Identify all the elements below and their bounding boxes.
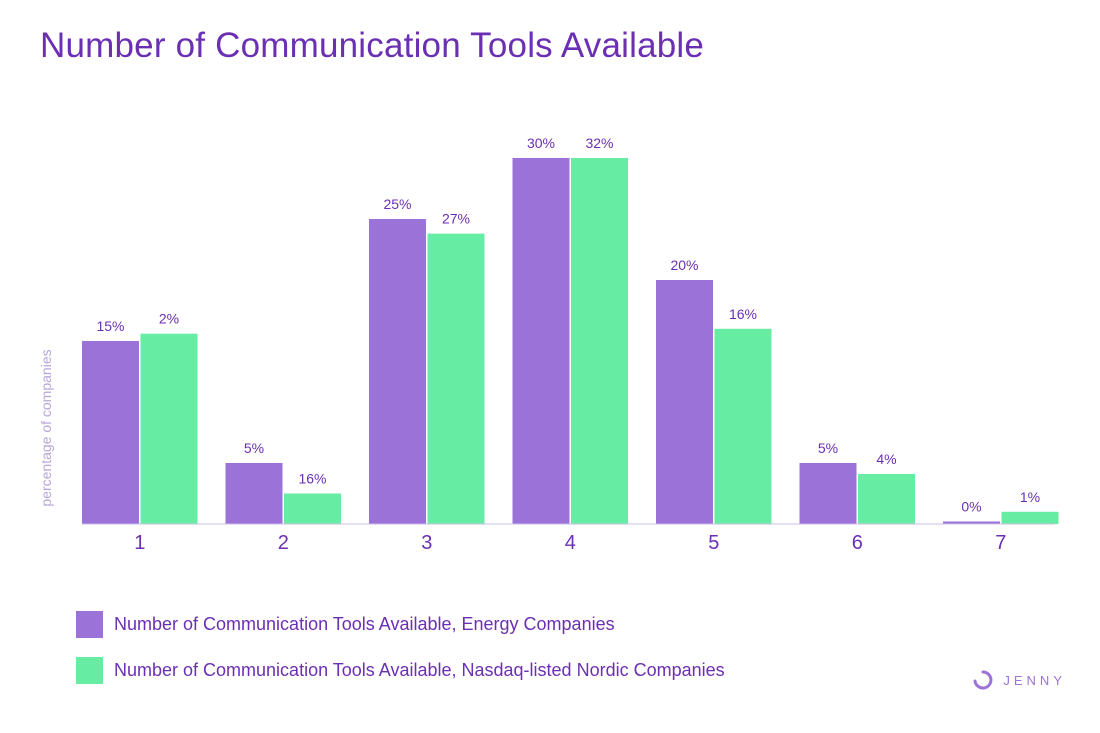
brand-name: JENNY [1003, 672, 1066, 688]
bar-nasdaq-7 [1001, 511, 1059, 524]
bar-nasdaq-6 [858, 473, 915, 524]
legend-item-nasdaq: Number of Communication Tools Available,… [76, 657, 725, 684]
legend-swatch-nasdaq [76, 657, 103, 684]
x-tick-label-6: 6 [852, 532, 863, 554]
data-label-energy-6: 5% [818, 440, 838, 456]
data-label-nasdaq-3: 27% [442, 211, 470, 227]
data-label-nasdaq-4: 32% [585, 135, 613, 151]
bar-energy-5 [656, 280, 713, 524]
data-label-energy-1: 15% [96, 318, 124, 334]
legend-swatch-energy [76, 611, 103, 638]
bar-nasdaq-1 [140, 333, 198, 524]
bar-nasdaq-3 [427, 233, 485, 524]
brand-logo: JENNY [971, 669, 1066, 691]
bar-nasdaq-4 [571, 158, 628, 524]
bars-group: 15% 2% 5% 16% 25% 27% 30% 32% 20% 16% 5% 4% 0% 1% [82, 135, 1059, 524]
bar-energy-4 [512, 158, 570, 524]
x-tick-label-5: 5 [708, 532, 719, 554]
bar-nasdaq-5 [714, 328, 772, 524]
bar-energy-3 [369, 219, 426, 524]
bar-energy-6 [799, 463, 857, 524]
data-label-energy-4: 30% [527, 135, 555, 151]
data-label-nasdaq-7: 1% [1020, 489, 1040, 505]
legend-item-energy: Number of Communication Tools Available,… [76, 611, 615, 638]
legend-label-nasdaq: Number of Communication Tools Available,… [114, 660, 725, 680]
legend-label-energy: Number of Communication Tools Available,… [114, 614, 615, 634]
x-tick-label-2: 2 [278, 532, 289, 554]
bar-energy-2 [225, 463, 283, 524]
jenny-logo-icon [971, 669, 993, 691]
bar-energy-7 [943, 521, 1000, 524]
data-label-nasdaq-1: 2% [159, 311, 179, 327]
data-label-energy-5: 20% [670, 257, 698, 273]
x-tick-label-3: 3 [421, 532, 432, 554]
data-label-nasdaq-6: 4% [876, 451, 896, 467]
x-tick-label-1: 1 [134, 532, 145, 554]
bar-nasdaq-2 [284, 493, 341, 524]
bar-energy-1 [82, 341, 139, 524]
x-tick-labels: 1 2 3 4 5 6 7 [134, 532, 1006, 554]
data-label-nasdaq-5: 16% [729, 306, 757, 322]
data-label-nasdaq-2: 16% [298, 471, 326, 487]
x-tick-label-4: 4 [565, 532, 576, 554]
x-tick-label-7: 7 [995, 532, 1006, 554]
data-label-energy-2: 5% [244, 440, 264, 456]
data-label-energy-3: 25% [383, 196, 411, 212]
data-label-energy-7: 0% [961, 499, 981, 515]
chart-title: Number of Communication Tools Available [40, 26, 705, 65]
